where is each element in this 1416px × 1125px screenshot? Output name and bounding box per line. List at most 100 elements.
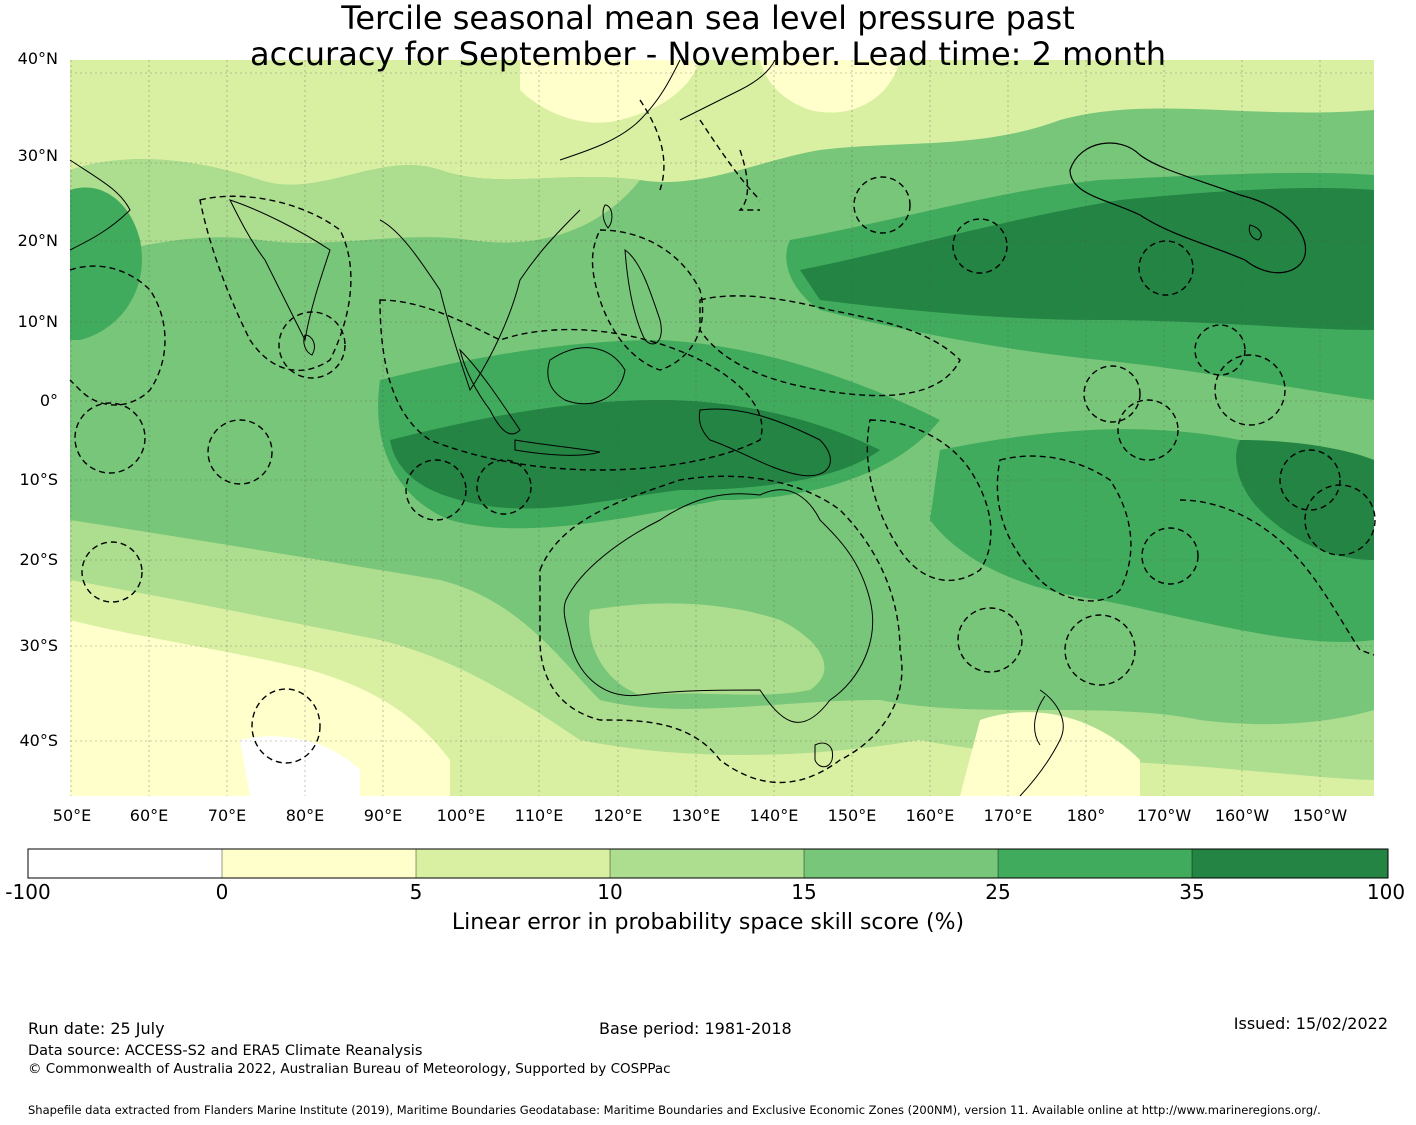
eez-circle-6	[405, 459, 467, 521]
lon-label: 110°E	[514, 806, 564, 825]
eez-japan	[639, 99, 761, 211]
region-north-verylow	[520, 60, 700, 123]
region-south-verylow-2	[960, 712, 1140, 796]
eez-boundaries	[69, 99, 1376, 784]
region-maritime-veryhigh	[390, 400, 880, 509]
lon-label: 170°E	[983, 806, 1033, 825]
region-north-low	[70, 60, 1374, 185]
coast-tasmania	[814, 742, 834, 768]
base-period: Base period: 1981-2018	[599, 1019, 792, 1038]
colorbar-bin	[998, 849, 1192, 878]
lat-label: 0°	[39, 391, 58, 410]
colorbar	[27, 848, 1389, 879]
region-south-verylow	[70, 620, 450, 796]
eez-west-indian	[69, 265, 166, 406]
coast-india	[229, 199, 331, 342]
chart-title-line1: Tercile seasonal mean sea level pressure…	[341, 0, 1075, 37]
eez-circle-2	[952, 218, 1008, 274]
lat-label: 20°S	[19, 550, 58, 569]
eez-circle-15	[1194, 324, 1246, 376]
colorbar-tick: -100	[5, 880, 51, 904]
colorbar-tick: 25	[985, 880, 1011, 904]
lon-label: 90°E	[363, 806, 403, 825]
eez-circle-14	[1279, 449, 1341, 511]
eez-circle-19	[251, 688, 321, 764]
shapefile-credit: Shapefile data extracted from Flanders M…	[28, 1103, 1321, 1117]
lon-label: 80°E	[285, 806, 325, 825]
lat-label: 10°N	[17, 312, 58, 331]
coast-philippines	[624, 249, 662, 345]
lon-label: 70°E	[207, 806, 247, 825]
eez-circle-10	[1064, 614, 1136, 686]
eez-circle-1	[853, 176, 911, 234]
lon-label: 150°E	[827, 806, 877, 825]
eez-circle-11	[957, 607, 1023, 673]
lon-label: 120°E	[593, 806, 643, 825]
coastlines	[69, 59, 1262, 797]
coast-sri-lanka	[303, 334, 315, 356]
colorbar-frame	[27, 848, 1389, 879]
lon-label: 160°E	[905, 806, 955, 825]
issued-date: Issued: 15/02/2022	[1233, 1014, 1388, 1033]
eez-pacific-south	[996, 455, 1132, 602]
eez-india	[199, 195, 352, 372]
colorbar-bin	[804, 849, 998, 878]
coast-new-zealand	[1019, 689, 1064, 797]
lon-label: 60°E	[129, 806, 169, 825]
coast-sumatra	[459, 348, 521, 435]
lat-label: 40°N	[17, 49, 58, 68]
coast-arabia	[69, 159, 131, 251]
copyright: © Commonwealth of Australia 2022, Austra…	[28, 1061, 671, 1077]
lat-label: 30°S	[19, 636, 58, 655]
lon-label: 180°	[1066, 806, 1106, 825]
lon-label: 50°E	[52, 806, 92, 825]
colorbar-bin	[416, 849, 610, 878]
lat-label: 30°N	[17, 146, 58, 165]
coast-australia	[563, 489, 874, 723]
eez-circle-8	[207, 419, 273, 485]
region-southpacific-veryhigh	[1236, 440, 1374, 560]
coast-se-asia	[379, 209, 581, 392]
eez-circle-7	[476, 459, 532, 515]
coast-hawaii	[1248, 224, 1262, 241]
lon-label: 160°W	[1214, 806, 1270, 825]
eez-melanesia	[866, 419, 992, 582]
coast-taiwan	[602, 204, 613, 229]
lon-label: 170°W	[1136, 806, 1192, 825]
eez-circle-18	[81, 541, 143, 603]
colorbar-tick: 100	[1366, 880, 1406, 904]
eez-circle-4	[1083, 365, 1141, 423]
coast-borneo	[547, 347, 626, 405]
lon-label: 100°E	[436, 806, 486, 825]
eez-micronesia	[699, 295, 961, 397]
region-pacific-veryhigh	[800, 188, 1374, 330]
lat-label: 20°N	[17, 231, 58, 250]
colorbar-tick: 0	[215, 880, 229, 904]
colorbar-label: Linear error in probability space skill …	[451, 910, 965, 935]
data-source: Data source: ACCESS-S2 and ERA5 Climate …	[28, 1043, 423, 1059]
region-westindian-high	[70, 187, 142, 340]
coast-japan	[679, 59, 776, 121]
colorbar-bin	[1192, 849, 1388, 878]
eez-south-pacific-east	[1179, 499, 1375, 656]
colorbar-tick: 15	[791, 880, 817, 904]
lat-label: 40°S	[19, 731, 58, 750]
lon-label: 150°W	[1292, 806, 1348, 825]
colorbar-bin	[222, 849, 416, 878]
colorbar-dividers	[221, 849, 1193, 878]
solid-boundary	[1069, 142, 1307, 274]
lon-label: 140°E	[749, 806, 799, 825]
lon-label: 130°E	[671, 806, 721, 825]
coast-china	[559, 59, 681, 161]
colorbar-tick: 5	[409, 880, 423, 904]
lat-label: 10°S	[19, 470, 58, 489]
eez-circle-17	[74, 402, 146, 474]
eez-circle-5	[1117, 399, 1179, 461]
eez-circle-9	[278, 311, 346, 379]
skill-regions	[70, 60, 1374, 796]
colorbar-bin	[28, 849, 222, 878]
run-date: Run date: 25 July	[28, 1019, 165, 1038]
region-north-medium	[70, 159, 640, 260]
region-south-negative	[240, 736, 360, 796]
